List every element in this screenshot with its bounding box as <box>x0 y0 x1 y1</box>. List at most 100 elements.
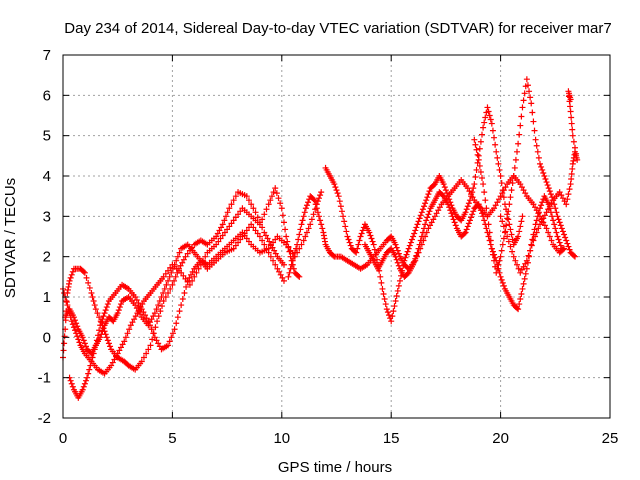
data-point <box>300 237 307 244</box>
data-point <box>232 242 239 249</box>
data-point <box>218 224 225 231</box>
data-point <box>523 76 530 83</box>
data-point <box>132 302 139 309</box>
data-point <box>559 195 566 202</box>
data-point <box>340 213 347 220</box>
data-point <box>178 269 185 276</box>
data-point <box>487 237 494 244</box>
data-point <box>553 209 560 216</box>
data-point <box>180 272 187 279</box>
data-point <box>237 208 244 215</box>
data-point <box>545 206 552 213</box>
data-point <box>497 253 504 260</box>
data-point <box>318 189 325 196</box>
data-point <box>466 188 473 195</box>
data-point <box>259 224 266 231</box>
data-point <box>267 253 274 260</box>
data-point <box>99 328 106 335</box>
data-point <box>189 268 196 275</box>
data-point <box>165 277 172 284</box>
x-axis-ticks: 0 5 10 15 20 25 <box>59 55 618 447</box>
data-point <box>165 342 172 349</box>
data-point <box>554 213 561 220</box>
data-point <box>193 269 200 276</box>
grid-lines <box>63 55 610 418</box>
data-point <box>419 206 426 213</box>
data-point <box>132 294 139 300</box>
data-point <box>262 232 269 239</box>
data-point <box>521 275 528 282</box>
data-point <box>334 190 341 197</box>
data-point <box>519 104 526 111</box>
data-point <box>519 285 526 292</box>
data-point <box>466 217 473 224</box>
data-point <box>335 193 342 200</box>
y-tick-label: 7 <box>43 47 51 64</box>
data-point <box>261 241 268 248</box>
data-point <box>529 109 536 116</box>
data-point <box>538 218 545 225</box>
data-point <box>404 270 411 277</box>
data-point <box>101 310 108 317</box>
data-point <box>545 185 552 192</box>
data-point <box>425 191 432 198</box>
data-point <box>488 245 495 252</box>
data-point <box>512 257 519 264</box>
data-point <box>415 245 422 252</box>
data-point <box>142 312 149 319</box>
data-point <box>277 271 284 278</box>
data-point <box>108 362 115 369</box>
data-point <box>558 192 565 199</box>
data-point <box>518 113 525 120</box>
data-point <box>184 250 191 257</box>
data-point <box>530 118 537 125</box>
data-point <box>336 198 343 205</box>
data-point <box>384 309 391 316</box>
data-point <box>342 223 349 230</box>
data-point <box>412 255 419 262</box>
data-point <box>314 209 321 216</box>
data-point <box>143 350 150 357</box>
data-point <box>477 138 484 145</box>
data-point <box>245 197 252 204</box>
data-point <box>230 197 237 204</box>
data-point <box>470 185 477 192</box>
data-point <box>288 261 295 268</box>
data-point <box>275 195 282 202</box>
data-point <box>221 229 228 236</box>
data-point <box>60 347 67 354</box>
data-point <box>67 274 74 281</box>
data-point <box>82 343 89 350</box>
data-point <box>81 380 88 387</box>
data-point <box>497 193 504 200</box>
data-point <box>539 199 546 206</box>
data-point <box>214 230 221 237</box>
data-point <box>499 218 506 225</box>
data-point <box>145 346 152 353</box>
data-point <box>310 196 317 203</box>
data-point <box>315 213 322 220</box>
data-point <box>551 201 558 208</box>
data-point <box>259 216 266 223</box>
data-point <box>64 302 71 309</box>
data-point <box>482 114 489 121</box>
data-point <box>505 238 512 245</box>
data-point <box>447 207 454 214</box>
series-track-h <box>471 76 578 276</box>
data-point <box>159 303 166 310</box>
data-point <box>510 253 517 260</box>
data-point <box>183 283 190 290</box>
data-point <box>85 279 92 286</box>
data-point <box>279 274 286 281</box>
data-point <box>301 209 308 216</box>
data-point <box>426 188 433 195</box>
data-point <box>466 197 473 204</box>
data-point <box>564 240 571 247</box>
data-point <box>568 170 575 177</box>
data-point <box>344 233 351 240</box>
data-point <box>223 213 230 220</box>
data-point <box>446 196 453 203</box>
data-point <box>221 217 228 224</box>
data-point <box>498 247 505 254</box>
data-point <box>355 241 362 248</box>
